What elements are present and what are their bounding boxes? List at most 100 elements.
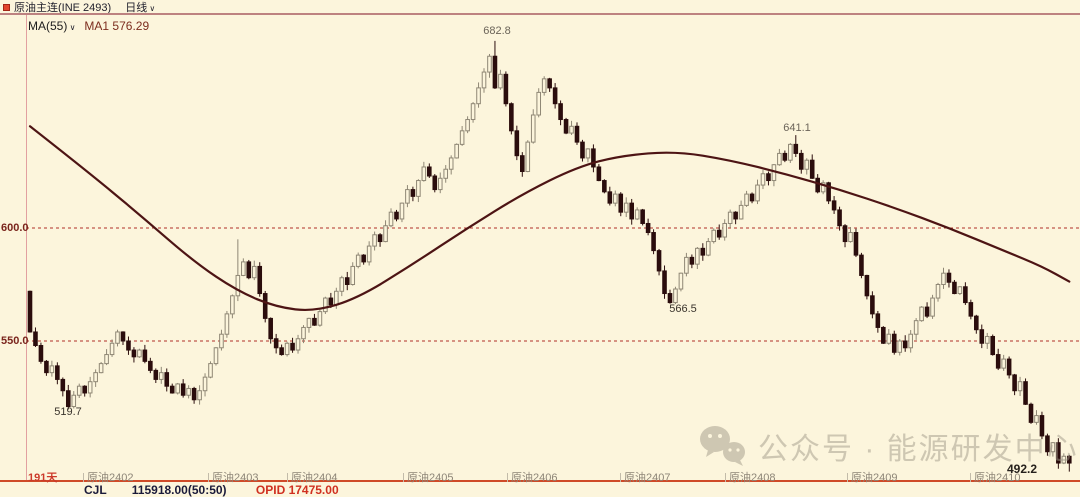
candle-body (186, 387, 191, 396)
candle-body (377, 234, 383, 243)
price-annotation: 492.2 (1006, 462, 1038, 476)
candle-body (645, 222, 651, 234)
candle-body (684, 256, 689, 274)
price-annotation: 566.5 (669, 303, 697, 315)
candle-body (804, 159, 810, 170)
candle-body (722, 222, 727, 238)
candle-body (388, 211, 394, 227)
candle-body (372, 234, 377, 247)
candle-body (142, 349, 148, 362)
candle-body (470, 103, 476, 121)
candle-body (399, 202, 405, 220)
candle-body (591, 148, 596, 168)
candle-body (158, 372, 164, 380)
candle-body (733, 211, 738, 220)
candle-body (580, 141, 585, 159)
candle-body (673, 288, 678, 304)
candle-body (886, 333, 892, 344)
candle-body (514, 130, 520, 157)
candle-body (891, 333, 897, 353)
candle-body (1056, 442, 1061, 464)
candle-body (251, 265, 257, 279)
candle-body (301, 326, 306, 340)
x-axis-tick-label: 原油2403 (208, 469, 258, 485)
candle-body (995, 354, 1001, 369)
candle-body (366, 245, 372, 263)
candle-body (268, 317, 273, 340)
candle-body (153, 369, 159, 380)
axis-tick-mark (287, 473, 288, 482)
candle-body (623, 202, 629, 213)
candle-body (1034, 415, 1039, 423)
candle-body (476, 87, 481, 105)
candle-body (952, 281, 957, 295)
candle-body (974, 315, 979, 331)
ma1-value: MA1 576.29 (84, 19, 150, 33)
candle-body (290, 342, 295, 351)
candle-body (771, 164, 777, 182)
candle-body (695, 247, 700, 265)
y-axis-label: 550.0 (1, 335, 29, 347)
candle-body (848, 232, 853, 243)
price-annotation: 519.7 (54, 406, 82, 418)
plot-left-border (26, 15, 27, 481)
candle-body (87, 381, 93, 394)
candle-body (749, 193, 755, 202)
candle-body (27, 290, 33, 333)
candle-body (164, 372, 170, 387)
candle-body (941, 272, 946, 286)
candle-body (44, 360, 49, 374)
candle-body (820, 182, 826, 193)
candle-body (815, 177, 820, 193)
candle-body (585, 148, 591, 159)
volume-value: 115918.00(50:50) (131, 483, 227, 497)
watermark: 公众号 · 能源研发中心 (698, 424, 1079, 468)
ma-settings-dropdown[interactable]: MA(55) ∨ (28, 19, 76, 33)
price-annotation: 641.1 (783, 122, 811, 134)
x-axis-tick-label: 原油2408 (725, 469, 775, 485)
candle-body (230, 295, 235, 315)
candle-body (334, 290, 339, 306)
candle-body (295, 338, 301, 351)
candle-body (853, 232, 859, 256)
candle-body (60, 378, 66, 392)
candle-body (667, 293, 673, 304)
instrument-title: 原油主连(INE 2493) (14, 1, 112, 14)
candle-body (115, 331, 120, 344)
candle-body (656, 250, 662, 272)
chevron-down-icon: ∨ (147, 3, 156, 13)
period-dropdown[interactable]: 日线 ∨ (125, 1, 156, 14)
candle-body (273, 338, 279, 349)
y-axis-label: 600.0 (1, 222, 29, 234)
candle-body (503, 73, 509, 105)
candle-body (826, 182, 831, 202)
candle-body (738, 204, 744, 220)
candle-body (640, 209, 645, 224)
candle-body (306, 317, 312, 328)
header-divider (0, 13, 1080, 15)
candle-body (766, 173, 771, 182)
watermark-text: 公众号 · 能源研发中心 (758, 433, 1079, 466)
candle-body (421, 166, 427, 182)
candle-body (602, 180, 607, 193)
candle-body (1045, 435, 1050, 453)
candle-body (131, 349, 137, 358)
candle-body (596, 166, 602, 182)
candle-body (213, 347, 219, 365)
candle-body (1023, 381, 1028, 405)
candle-body (569, 125, 574, 134)
ma55-line (28, 125, 1071, 312)
candle-body (777, 152, 782, 166)
price-annotation: 682.8 (483, 25, 511, 37)
candle-body (55, 365, 60, 380)
candle-body (547, 78, 552, 89)
candle-body (350, 265, 356, 286)
candle-body (509, 103, 514, 132)
candle-body (498, 73, 503, 89)
candle-body (98, 363, 104, 374)
candle-body (837, 209, 842, 227)
axis-tick-mark (620, 473, 621, 482)
candle-body (864, 274, 870, 297)
candle-body (1006, 358, 1012, 376)
